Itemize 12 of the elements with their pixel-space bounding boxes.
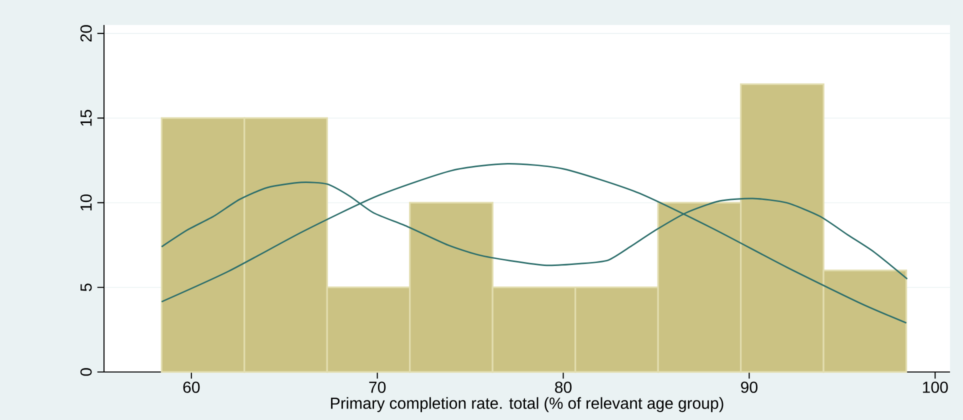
y-tick-label: 10 xyxy=(80,194,92,210)
x-tick-label: 70 xyxy=(369,382,386,393)
x-axis-title: Primary completion rate. total (% of relevant age group) xyxy=(331,397,724,412)
x-tick-label: 90 xyxy=(741,382,758,393)
y-tick-label: 15 xyxy=(80,110,92,126)
y-tick-label: 5 xyxy=(80,284,92,292)
x-tick-label: 80 xyxy=(555,382,572,393)
y-tick-label: 0 xyxy=(80,368,92,376)
line-series xyxy=(160,163,908,324)
x-tick-label: 60 xyxy=(183,382,200,393)
y-tick-label: 20 xyxy=(80,25,92,42)
x-tick-label: 100 xyxy=(922,382,948,393)
